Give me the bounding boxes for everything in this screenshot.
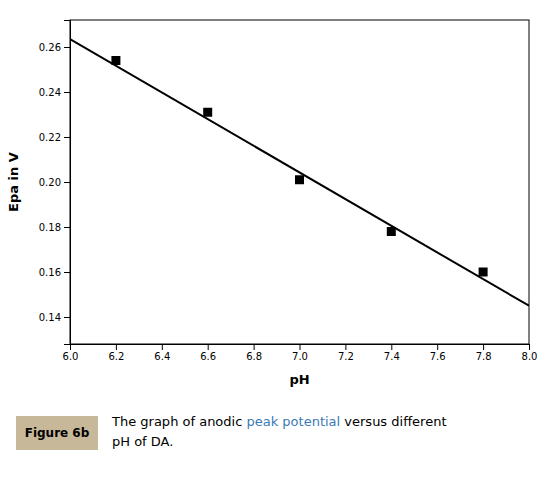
- tick-mark: [300, 344, 301, 350]
- tick: 7.8: [476, 344, 492, 362]
- tick-label: 0.26: [39, 42, 61, 53]
- tick-mark: [64, 137, 70, 138]
- tick: 7.6: [430, 344, 446, 362]
- tick-label: 6.8: [246, 351, 262, 362]
- tick: 6.2: [108, 344, 124, 362]
- tick-label: 6.6: [200, 351, 216, 362]
- tick: 0.18: [39, 222, 70, 233]
- tick-label: 0.14: [39, 312, 61, 323]
- chart: 6.06.26.46.66.87.07.27.47.67.88.00.140.1…: [0, 0, 551, 479]
- tick-mark: [391, 344, 392, 350]
- y-axis: 0.14 0.16 0.18 0.20 0.22 0.24 0.26: [39, 21, 71, 345]
- tick-mark: [437, 344, 438, 350]
- caption-part: versus different: [340, 414, 446, 429]
- tick-label: 8.0: [522, 351, 538, 362]
- tick: 7.0: [292, 344, 308, 362]
- tick-label: 7.4: [384, 351, 400, 362]
- axis-line: [71, 345, 530, 351]
- regression-line: [70, 39, 529, 306]
- tick-mark: [64, 92, 70, 93]
- tick: 6.6: [200, 344, 216, 362]
- tick-label: 0.18: [39, 222, 61, 233]
- tick: 8.0: [522, 344, 538, 362]
- tick: 0.16: [39, 267, 70, 278]
- tick: 0.14: [39, 312, 70, 323]
- figure-label: Figure 6b: [25, 426, 90, 440]
- plot-area: 6.06.26.46.66.87.07.27.47.67.88.00.140.1…: [39, 20, 538, 362]
- tick-label: 7.8: [476, 351, 492, 362]
- tick-label: 6.4: [154, 351, 170, 362]
- tick: 0.20: [39, 177, 70, 188]
- tick: 0.26: [39, 42, 70, 53]
- tick-mark: [64, 47, 70, 48]
- tick-mark: [254, 344, 255, 350]
- tick-mark: [116, 344, 117, 350]
- caption-part: peak potential: [246, 414, 340, 429]
- tick-label: 0.24: [39, 87, 61, 98]
- tick-label: 0.20: [39, 177, 61, 188]
- tick-mark: [64, 317, 70, 318]
- point: [203, 108, 212, 117]
- x-axis-title: pH: [289, 372, 309, 387]
- marks: [70, 39, 529, 306]
- tick-label: 6.2: [108, 351, 124, 362]
- tick-mark: [483, 344, 484, 350]
- tick: 0.24: [39, 87, 70, 98]
- tick-label: 7.2: [338, 351, 354, 362]
- tick-mark: [208, 344, 209, 350]
- tick: 6.8: [246, 344, 262, 362]
- caption: Figure 6b The graph of anodic peak potent…: [16, 414, 447, 450]
- tick-mark: [529, 344, 530, 350]
- tick-label: 7.0: [292, 351, 308, 362]
- caption-part: pH of DA.: [112, 434, 173, 449]
- caption-part: The graph of anodic: [111, 414, 246, 429]
- tick-label: 0.22: [39, 132, 61, 143]
- caption-line: pH of DA.: [112, 434, 173, 449]
- tick-label: 6.0: [63, 351, 79, 362]
- point: [295, 175, 304, 184]
- y-axis-title: Epa in V: [6, 152, 21, 212]
- point: [479, 268, 488, 277]
- tick: 7.4: [384, 344, 400, 362]
- tick: 6.0: [63, 344, 79, 362]
- plot-frame: [70, 20, 529, 344]
- tick-mark: [64, 272, 70, 273]
- x-axis: 6.0 6.2 6.4 6.6 6.8 7.0 7.2 7.4 7.6 7.8 8.0: [63, 344, 538, 362]
- tick-label: 0.16: [39, 267, 61, 278]
- point: [111, 56, 120, 65]
- tick: 7.2: [338, 344, 354, 362]
- tick: 0.22: [39, 132, 70, 143]
- caption-line: The graph of anodic peak potential versu…: [111, 414, 447, 429]
- point: [387, 227, 396, 236]
- tick: 6.4: [154, 344, 170, 362]
- tick-mark: [64, 227, 70, 228]
- tick-label: 7.6: [430, 351, 446, 362]
- tick-mark: [345, 344, 346, 350]
- tick-mark: [64, 182, 70, 183]
- tick-mark: [162, 344, 163, 350]
- figure-label-box: [16, 416, 98, 450]
